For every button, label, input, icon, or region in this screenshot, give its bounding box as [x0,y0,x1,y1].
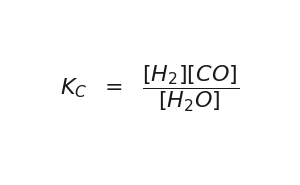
Text: $\mathit{K}_{\mathit{C}}\ \ =\ \ \dfrac{[\mathit{H}_2][\mathit{CO}]}{[\mathit{H}: $\mathit{K}_{\mathit{C}}\ \ =\ \ \dfrac{… [60,64,240,114]
